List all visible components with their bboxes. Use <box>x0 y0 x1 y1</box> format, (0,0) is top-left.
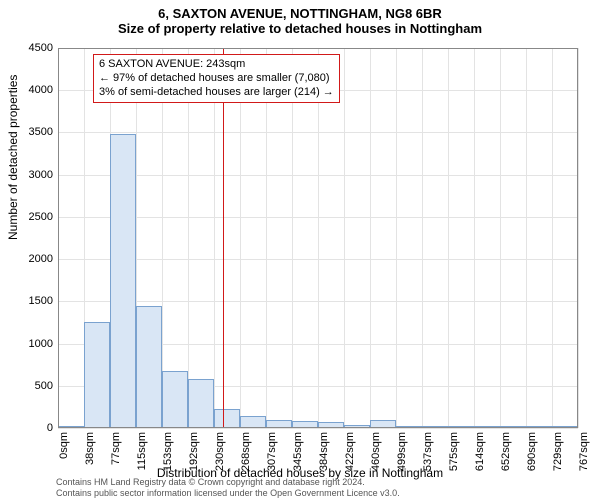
histogram-bar <box>318 422 344 428</box>
threshold-marker-line <box>223 48 224 428</box>
histogram-bar <box>84 322 110 428</box>
gridline-vertical <box>578 48 579 428</box>
gridline-vertical <box>214 48 215 428</box>
histogram-bar <box>292 421 318 428</box>
histogram-bar <box>58 426 84 428</box>
y-tick-label: 3500 <box>13 126 53 138</box>
gridline-vertical <box>292 48 293 428</box>
y-tick-label: 1000 <box>13 338 53 350</box>
histogram-bar <box>110 134 136 428</box>
gridline-vertical <box>370 48 371 428</box>
y-tick-label: 1500 <box>13 295 53 307</box>
y-tick-label: 0 <box>13 422 53 434</box>
histogram-bar <box>188 379 214 428</box>
gridline-vertical <box>526 48 527 428</box>
x-tick-label: 38sqm <box>84 432 96 465</box>
histogram-bar <box>552 426 578 428</box>
gridline-vertical <box>344 48 345 428</box>
annotation-line: ← 97% of detached houses are smaller (7,… <box>99 72 334 86</box>
y-tick-label: 4500 <box>13 42 53 54</box>
gridline-vertical <box>474 48 475 428</box>
footer-line-1: Contains HM Land Registry data © Crown c… <box>56 477 400 487</box>
gridline-vertical <box>266 48 267 428</box>
x-tick-label: 77sqm <box>110 432 122 465</box>
footer-line-2: Contains public sector information licen… <box>56 488 400 498</box>
y-tick-label: 4000 <box>13 84 53 96</box>
annotation-line: 3% of semi-detached houses are larger (2… <box>99 86 334 100</box>
gridline-horizontal <box>58 428 578 429</box>
x-tick-label: 115sqm <box>136 432 148 470</box>
histogram-bar <box>422 426 448 428</box>
gridline-vertical <box>552 48 553 428</box>
footer-attribution: Contains HM Land Registry data © Crown c… <box>56 477 400 498</box>
gridline-vertical <box>240 48 241 428</box>
histogram-bar <box>162 371 188 428</box>
histogram-bar <box>526 426 552 428</box>
histogram-bar <box>136 306 162 428</box>
gridline-vertical <box>448 48 449 428</box>
plot-region: 0500100015002000250030003500400045000sqm… <box>58 48 578 428</box>
histogram-bar <box>344 425 370 428</box>
x-tick-label: 0sqm <box>58 432 70 459</box>
gridline-vertical <box>396 48 397 428</box>
chart-area: 0500100015002000250030003500400045000sqm… <box>58 48 578 428</box>
gridline-vertical <box>500 48 501 428</box>
histogram-bar <box>500 426 526 428</box>
gridline-vertical <box>318 48 319 428</box>
y-tick-label: 500 <box>13 380 53 392</box>
histogram-bar <box>370 420 396 428</box>
annotation-line: 6 SAXTON AVENUE: 243sqm <box>99 58 334 72</box>
histogram-bar <box>214 409 240 428</box>
page-subtitle: Size of property relative to detached ho… <box>0 21 600 36</box>
y-tick-label: 3000 <box>13 169 53 181</box>
y-tick-label: 2000 <box>13 253 53 265</box>
page-title: 6, SAXTON AVENUE, NOTTINGHAM, NG8 6BR <box>0 6 600 21</box>
histogram-bar <box>448 426 474 428</box>
gridline-vertical <box>58 48 59 428</box>
title-block: 6, SAXTON AVENUE, NOTTINGHAM, NG8 6BR Si… <box>0 0 600 38</box>
histogram-bar <box>396 426 422 428</box>
histogram-bar <box>266 420 292 428</box>
gridline-vertical <box>188 48 189 428</box>
gridline-vertical <box>422 48 423 428</box>
histogram-bar <box>474 426 500 428</box>
y-tick-label: 2500 <box>13 211 53 223</box>
histogram-bar <box>240 416 266 428</box>
annotation-box: 6 SAXTON AVENUE: 243sqm← 97% of detached… <box>93 54 340 103</box>
